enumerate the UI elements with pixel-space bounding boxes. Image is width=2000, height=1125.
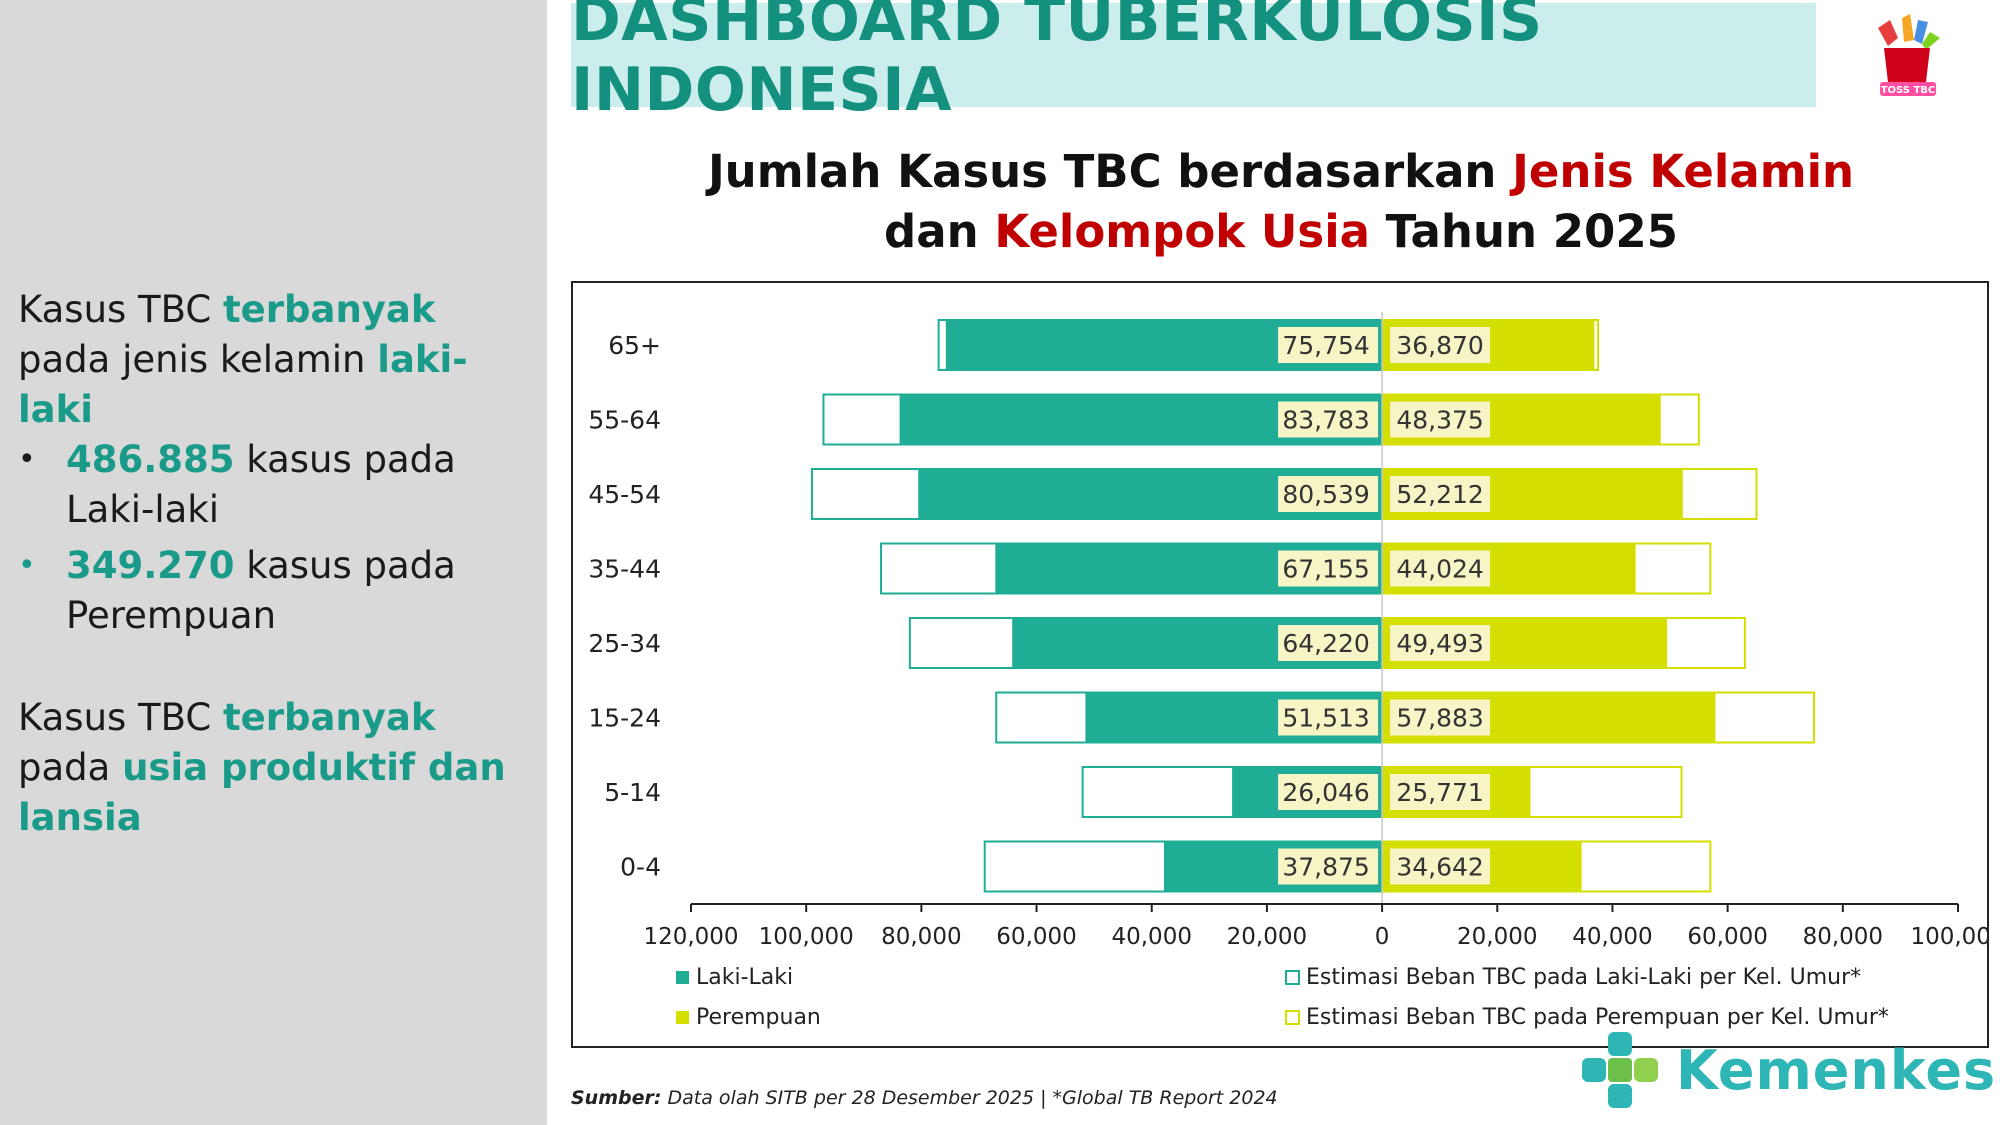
male-value-label-bg — [1278, 774, 1379, 810]
x-tick-label: 100,000 — [1910, 924, 1987, 950]
x-tick-label: 40,000 — [1111, 924, 1191, 950]
female-value-label: 34,642 — [1396, 853, 1483, 882]
x-tick-label: 120,000 — [643, 924, 738, 950]
male-value-label: 75,754 — [1282, 331, 1369, 360]
kemenkes-brand: Kemenkes — [1578, 1025, 1996, 1115]
x-tick-label: 20,000 — [1457, 924, 1537, 950]
x-tick-label: 40,000 — [1572, 924, 1652, 950]
sidebar-panel: Kasus TBC terbanyak pada jenis kelamin l… — [0, 0, 547, 1125]
female-value-label-bg — [1390, 550, 1491, 587]
summary-bullets: • 486.885 kasus pada Laki-laki • 349.270 k… — [18, 435, 533, 641]
female-value-label-bg — [1390, 774, 1491, 810]
female-value-label: 44,024 — [1396, 555, 1483, 584]
legend-label: Estimasi Beban TBC pada Perempuan per Ke… — [1306, 1005, 1889, 1030]
male-value-label-bg — [1278, 476, 1379, 512]
summary-bullet-male: • 486.885 kasus pada Laki-laki — [18, 435, 533, 535]
male-value-label: 64,220 — [1282, 629, 1369, 658]
female-value-label-bg — [1390, 327, 1491, 363]
summary-gender: Kasus TBC terbanyak pada jenis kelamin l… — [18, 285, 533, 641]
kemenkes-wordmark: Kemenkes — [1676, 1038, 1997, 1102]
legend-label: Estimasi Beban TBC pada Laki-Laki per Ke… — [1306, 965, 1861, 990]
summary-gender-text: Kasus TBC terbanyak pada jenis kelamin l… — [18, 285, 533, 435]
female-value-label: 48,375 — [1396, 406, 1483, 435]
x-tick-label: 100,000 — [759, 924, 854, 950]
age-group-label: 0-4 — [620, 853, 661, 882]
female-value-label: 52,212 — [1396, 480, 1483, 509]
female-value-label: 25,771 — [1396, 778, 1483, 807]
male-value-label-bg — [1278, 699, 1379, 736]
x-tick-label: 60,000 — [1687, 924, 1767, 950]
male-value-label-bg — [1278, 327, 1379, 363]
legend-swatch — [676, 1011, 689, 1024]
female-value-label: 57,883 — [1396, 704, 1483, 733]
male-value-label: 67,155 — [1282, 555, 1369, 584]
female-value-label-bg — [1390, 848, 1491, 885]
x-tick-label: 20,000 — [1227, 924, 1307, 950]
summary-text: Kasus TBC — [18, 288, 223, 331]
male-value-label-bg — [1278, 848, 1379, 885]
female-value-label-bg — [1390, 699, 1491, 736]
summary-text: Kasus TBC — [18, 696, 223, 739]
logo-badge-text: TOSS TBC — [1881, 85, 1936, 96]
age-group-label: 5-14 — [604, 778, 661, 807]
summary-age: Kasus TBC terbanyak pada usia produktif … — [18, 693, 533, 843]
age-group-label: 45-54 — [588, 480, 661, 509]
male-total-text: kasus pada Laki-laki — [66, 438, 456, 531]
legend-swatch — [1285, 1010, 1300, 1025]
female-value-label-bg — [1390, 625, 1491, 661]
x-tick-label: 80,000 — [1803, 924, 1883, 950]
female-value-label-bg — [1390, 476, 1491, 512]
male-value-label: 51,513 — [1282, 704, 1369, 733]
legend-label: Perempuan — [696, 1005, 821, 1030]
male-value-label: 83,783 — [1282, 406, 1369, 435]
male-total-value: 486.885 — [66, 438, 235, 481]
x-tick-label: 0 — [1375, 924, 1390, 950]
summary-bullet-female: • 349.270 kasus pada Perempuan — [18, 541, 533, 641]
summary-highlight: terbanyak — [222, 696, 436, 739]
toss-tbc-logo: TOSS TBC — [1858, 10, 1958, 110]
female-total-value: 349.270 — [66, 544, 235, 587]
chart-title: Jumlah Kasus TBC berdasarkan Jenis Kelam… — [571, 142, 1991, 262]
age-group-label: 65+ — [608, 331, 661, 360]
summary-highlight: laki-laki — [18, 338, 468, 431]
bullet-icon: • — [18, 442, 36, 477]
dashboard-title: DASHBOARD TUBERKULOSIS INDONESIA — [571, 0, 1543, 125]
legend-swatch — [676, 971, 689, 984]
male-value-label: 37,875 — [1282, 853, 1369, 882]
age-group-label: 55-64 — [588, 406, 661, 435]
kemenkes-logo-icon — [1582, 1032, 1658, 1108]
chart-frame: 65+ 75,754 36,870 55-64 83,783 48,375 45-54 80,… — [571, 281, 1989, 1048]
x-tick-label: 60,000 — [996, 924, 1076, 950]
source-label: Sumber: — [571, 1087, 662, 1109]
female-total-text: kasus pada Perempuan — [66, 544, 456, 637]
male-value-label: 26,046 — [1282, 778, 1369, 807]
x-tick-label: 80,000 — [881, 924, 961, 950]
age-group-label: 25-34 — [588, 629, 661, 658]
source-note: Sumber: Data olah SITB per 28 Desember 2… — [571, 1087, 1278, 1109]
female-value-label-bg — [1390, 401, 1491, 438]
dashboard-banner: DASHBOARD TUBERKULOSIS INDONESIA — [571, 0, 1816, 125]
summary-text: pada — [18, 746, 123, 789]
summary-highlight: terbanyak — [222, 288, 436, 331]
age-group-label: 15-24 — [588, 704, 661, 733]
female-value-label: 49,493 — [1396, 629, 1483, 658]
male-value-label-bg — [1278, 550, 1379, 587]
male-value-label: 80,539 — [1282, 480, 1369, 509]
chart-title-text: Tahun 2025 — [1370, 205, 1678, 258]
source-text: Data olah SITB per 28 Desember 2025 | *G… — [661, 1087, 1278, 1109]
bullet-icon: • — [18, 548, 36, 583]
age-group-label: 35-44 — [588, 555, 661, 584]
male-value-label-bg — [1278, 401, 1379, 438]
female-value-label: 36,870 — [1396, 331, 1483, 360]
legend-label: Laki-Laki — [696, 965, 793, 990]
population-pyramid-chart: 65+ 75,754 36,870 55-64 83,783 48,375 45-54 80,… — [588, 312, 1987, 1030]
male-value-label-bg — [1278, 625, 1379, 661]
summary-highlight: usia produktif dan lansia — [18, 746, 506, 839]
chart-title-highlight: Jenis Kelamin — [1512, 145, 1855, 198]
chart-title-text: dan — [884, 205, 995, 258]
summary-text: pada jenis kelamin — [18, 338, 378, 381]
chart-title-highlight: Kelompok Usia — [994, 205, 1370, 258]
chart-title-text: Jumlah Kasus TBC berdasarkan — [707, 145, 1513, 198]
legend-swatch — [1285, 970, 1300, 985]
